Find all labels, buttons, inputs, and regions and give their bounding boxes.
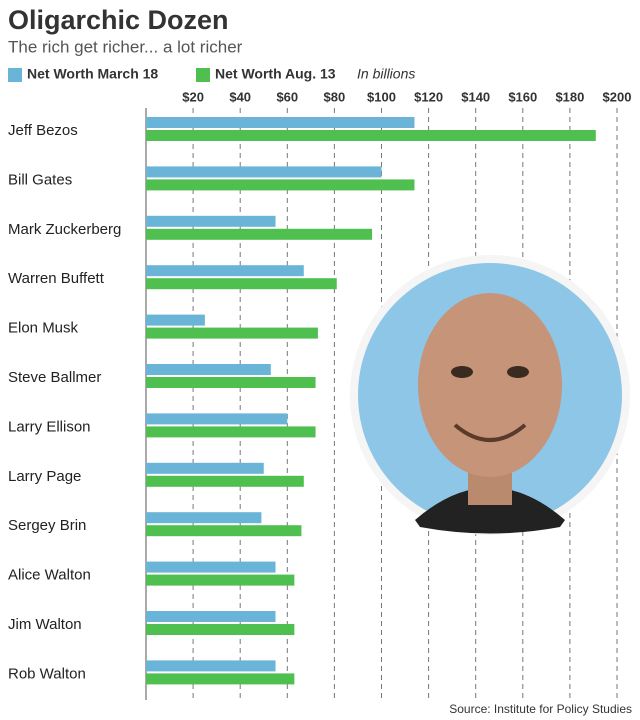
y-tick-label: Bill Gates: [8, 171, 72, 188]
bar: [146, 611, 276, 622]
x-tick-label: $120: [414, 89, 443, 104]
bar: [146, 660, 276, 672]
y-tick-label: Larry Page: [8, 468, 81, 485]
y-tick-label: Mark Zuckerberg: [8, 221, 121, 238]
bar: [146, 574, 295, 586]
bar: [146, 130, 596, 141]
bar: [146, 179, 415, 191]
bar: [146, 525, 302, 537]
x-tick-label: $60: [276, 89, 298, 104]
chart-subtitle: The rich get richer... a lot richer: [8, 37, 243, 56]
bar: [146, 426, 316, 438]
y-tick-label: Elon Musk: [8, 320, 79, 337]
bar: [146, 673, 295, 685]
bar: [146, 462, 264, 474]
bar: [146, 278, 337, 290]
x-tick-label: $160: [508, 89, 537, 104]
legend-label: Net Worth Aug. 13: [215, 66, 336, 82]
bar: [146, 561, 276, 573]
bar: [146, 377, 316, 388]
bar: [146, 117, 415, 128]
y-tick-label: Alice Walton: [8, 567, 91, 584]
bar: [146, 166, 382, 178]
x-tick-label: $140: [461, 89, 490, 104]
y-tick-label: Jeff Bezos: [8, 122, 78, 139]
photo-smile: [453, 423, 527, 442]
photo-eye: [507, 366, 529, 378]
y-tick-label: Warren Buffett: [8, 270, 105, 287]
x-tick-label: $40: [229, 89, 251, 104]
photo-eye: [451, 366, 473, 378]
photo: [350, 255, 630, 535]
bar: [146, 364, 271, 375]
y-tick-label: Jim Walton: [8, 616, 82, 633]
y-tick-label: Larry Ellison: [8, 418, 91, 435]
y-tick-label: Steve Ballmer: [8, 369, 101, 386]
photo-face: [418, 293, 562, 477]
x-tick-label: $20: [182, 89, 204, 104]
chart-title: Oligarchic Dozen: [8, 5, 229, 35]
bar: [146, 265, 304, 277]
bar: [146, 314, 205, 326]
x-tick-label: $100: [367, 89, 396, 104]
bar: [146, 228, 373, 240]
bar: [146, 512, 262, 524]
photo-shirt: [415, 487, 565, 534]
bar: [146, 327, 318, 339]
y-tick-label: Sergey Brin: [8, 517, 86, 534]
unit-note: In billions: [357, 66, 415, 82]
legend-swatch: [8, 68, 22, 82]
bar: [146, 475, 304, 487]
legend-swatch: [196, 68, 210, 82]
legend-label: Net Worth March 18: [27, 66, 158, 82]
x-tick-label: $180: [555, 89, 584, 104]
x-tick-label: $200: [603, 89, 632, 104]
y-tick-label: Rob Walton: [8, 665, 86, 682]
x-tick-label: $80: [324, 89, 346, 104]
bar: [146, 215, 276, 227]
bar: [146, 413, 288, 425]
bar: [146, 624, 295, 635]
source: Source: Institute for Policy Studies: [449, 702, 632, 716]
